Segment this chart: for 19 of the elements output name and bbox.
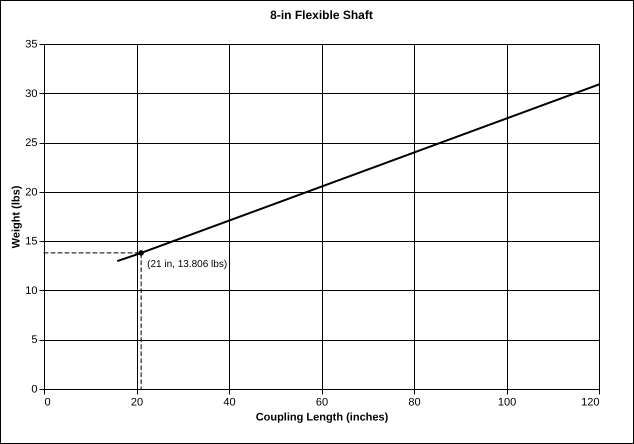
y-axis-title: Weight (lbs) <box>10 185 22 248</box>
chart-title: 8-in Flexible Shaft <box>270 8 373 22</box>
x-tick-label: 60 <box>316 396 328 408</box>
y-tick-label: 10 <box>25 284 38 297</box>
y-tick-label: 0 <box>31 384 38 396</box>
x-tick-label: 40 <box>223 396 236 408</box>
y-tick-label: 30 <box>25 88 38 100</box>
x-tick-label: 20 <box>130 396 144 408</box>
y-tick-label: 15 <box>25 236 38 248</box>
y-tick-label: 25 <box>25 137 38 150</box>
y-tick-label: 5 <box>31 334 38 346</box>
y-tick-label: 20 <box>25 186 38 198</box>
y-tick-label: 35 <box>25 38 38 50</box>
x-tick-label: 120 <box>581 396 600 408</box>
x-tick-label: 80 <box>408 396 421 408</box>
annotation: (21 in, 13.806 lbs) <box>147 258 228 270</box>
x-tick-label: 0 <box>44 396 51 408</box>
x-axis-title: Coupling Length (inches) <box>256 412 389 424</box>
x-tick-label: 100 <box>498 396 516 408</box>
